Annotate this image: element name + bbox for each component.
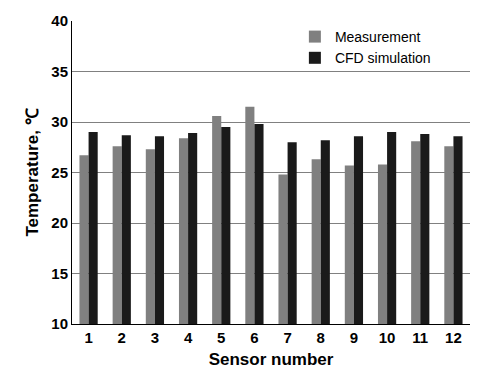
svg-text:40: 40 [51,12,68,29]
svg-text:15: 15 [51,265,68,282]
svg-text:Sensor number: Sensor number [209,350,334,369]
svg-text:6: 6 [250,329,258,346]
svg-text:20: 20 [51,214,68,231]
svg-text:30: 30 [51,113,68,130]
svg-text:3: 3 [151,329,159,346]
svg-text:11: 11 [412,329,428,346]
svg-text:8: 8 [317,329,325,346]
svg-text:CFD simulation: CFD simulation [335,50,431,66]
svg-text:Temperature, ℃: Temperature, ℃ [23,108,42,236]
svg-text:1: 1 [84,329,92,346]
svg-text:2: 2 [118,329,126,346]
svg-text:7: 7 [283,329,291,346]
svg-text:5: 5 [217,329,225,346]
svg-text:9: 9 [350,329,358,346]
svg-text:4: 4 [184,329,193,346]
svg-text:12: 12 [445,329,462,346]
svg-text:10: 10 [51,315,68,332]
svg-text:35: 35 [51,63,68,80]
svg-text:Measurement: Measurement [335,29,421,45]
svg-text:25: 25 [51,164,68,181]
svg-text:10: 10 [379,329,396,346]
